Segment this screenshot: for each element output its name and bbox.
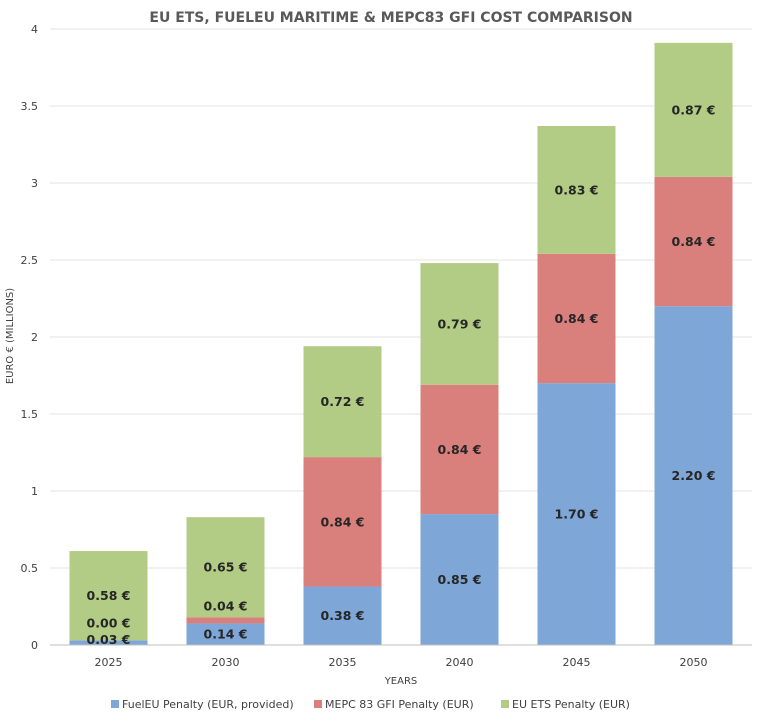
bar-segment xyxy=(303,346,382,458)
bar-segment xyxy=(537,253,616,384)
y-tick-label: 2 xyxy=(31,331,38,344)
y-tick-label: 0.5 xyxy=(21,562,39,575)
legend-label: MEPC 83 GFI Penalty (EUR) xyxy=(325,698,474,711)
data-label: 0.14 € xyxy=(204,627,248,642)
axes: 0 0.5 1 1.5 2 2.5 3 3.5 4 2025 2030 2035 2040 2045 205… xyxy=(21,23,752,669)
x-tick-label: 2035 xyxy=(329,656,357,669)
bar-segment xyxy=(654,42,733,177)
legend-label: FuelEU Penalty (EUR, provided) xyxy=(122,698,294,711)
legend-swatch xyxy=(501,700,509,708)
y-tick-label: 1.5 xyxy=(21,408,39,421)
x-axis-title: YEARS xyxy=(384,676,418,687)
y-tick-label: 3.5 xyxy=(21,100,39,113)
bar-segment xyxy=(186,623,265,645)
bar-segment xyxy=(69,640,148,645)
data-label: 0.79 € xyxy=(438,316,482,331)
data-label: 0.65 € xyxy=(204,560,248,575)
data-label: 0.00 € xyxy=(87,615,131,630)
data-label: 0.03 € xyxy=(87,632,131,647)
x-tick-label: 2025 xyxy=(95,656,123,669)
data-label: 0.83 € xyxy=(555,182,599,197)
x-tick-label: 2040 xyxy=(446,656,474,669)
x-tick-label: 2030 xyxy=(212,656,240,669)
data-label: 0.84 € xyxy=(672,234,716,249)
y-tick-label: 1 xyxy=(31,485,38,498)
bar-segment xyxy=(303,586,382,645)
data-label: 0.04 € xyxy=(204,598,248,613)
data-label: 0.58 € xyxy=(87,588,131,603)
data-label: 0.87 € xyxy=(672,102,716,117)
bar-segment xyxy=(420,514,499,645)
bar-segment xyxy=(69,551,148,641)
data-label: 0.38 € xyxy=(321,608,365,623)
bar-segment xyxy=(654,176,733,307)
y-tick-label: 3 xyxy=(31,177,38,190)
gridlines xyxy=(50,28,752,569)
bar-segment xyxy=(537,383,616,645)
data-label: 2.20 € xyxy=(672,468,716,483)
bar-segment xyxy=(186,617,265,624)
y-tick-label: 0 xyxy=(31,639,38,652)
legend-swatch xyxy=(111,700,119,708)
data-labels: 0.03 € 0.00 € 0.58 € 0.14 € 0.04 € 0.65 € 0.38… xyxy=(87,102,716,647)
bar-segment xyxy=(303,457,382,587)
bar-segment xyxy=(420,263,499,385)
data-label: 0.84 € xyxy=(555,311,599,326)
legend-swatch xyxy=(314,700,322,708)
data-label: 0.85 € xyxy=(438,572,482,587)
bars xyxy=(69,42,733,645)
bar-segment xyxy=(186,517,265,618)
bar-segment xyxy=(420,384,499,515)
y-tick-label: 4 xyxy=(31,23,38,36)
x-tick-label: 2045 xyxy=(563,656,591,669)
y-tick-label: 2.5 xyxy=(21,254,39,267)
data-label: 0.84 € xyxy=(321,514,365,529)
data-label: 1.70 € xyxy=(555,507,599,522)
data-label: 0.84 € xyxy=(438,442,482,457)
chart-title: EU ETS, FUELEU MARITIME & MEPC83 GFI COS… xyxy=(149,10,632,26)
bar-segment xyxy=(537,126,616,254)
x-tick-label: 2050 xyxy=(680,656,708,669)
bar-segment xyxy=(654,306,733,645)
legend-label: EU ETS Penalty (EUR) xyxy=(512,698,630,711)
y-axis-title: EURO € (MILLIONS) xyxy=(5,288,16,384)
data-label: 0.72 € xyxy=(321,394,365,409)
legend: FuelEU Penalty (EUR, provided) MEPC 83 GF… xyxy=(111,698,630,711)
